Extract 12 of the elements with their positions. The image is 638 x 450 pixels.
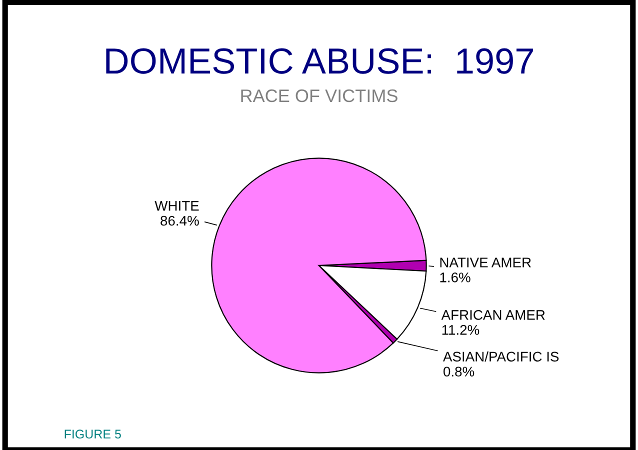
slice-label: AFRICAN AMER — [441, 310, 545, 320]
data-label: 11.2% — [442, 324, 480, 335]
data-label: 1.6% — [440, 272, 470, 282]
caption: FIGURE 5 — [64, 430, 121, 439]
data-label: 0.8% — [444, 366, 474, 377]
chart-subtitle: RACE OF VICTIMS — [241, 89, 398, 102]
chart-title: DOMESTIC ABUSE: 1997 — [106, 48, 533, 74]
slice-label: NATIVE AMER — [440, 258, 531, 268]
slice-label: WHITE — [154, 201, 199, 211]
slice-label: ASIAN/PACIFIC IS — [442, 351, 559, 362]
data-label: 86.4% — [160, 216, 199, 226]
pie-slice — [211, 158, 427, 374]
